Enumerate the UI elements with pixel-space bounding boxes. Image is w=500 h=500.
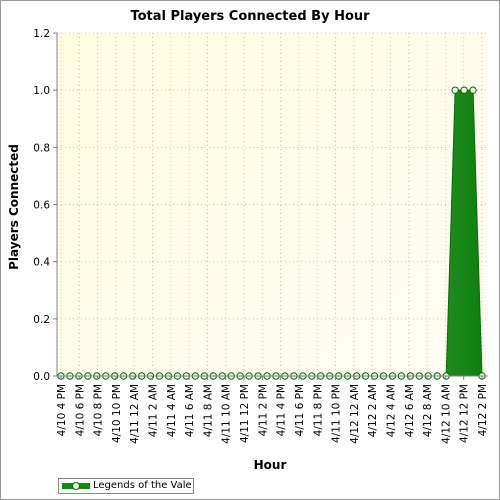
- x-tick-label: 4/12 10 AM: [440, 384, 452, 444]
- x-tick-label: 4/11 12 PM: [239, 384, 251, 443]
- y-tick-label: 0.0: [33, 371, 50, 383]
- y-tick-label: 1.2: [33, 28, 50, 40]
- plot-background: [57, 33, 488, 376]
- x-tick-label: 4/10 8 PM: [93, 384, 105, 436]
- data-point: [451, 86, 459, 94]
- x-tick-label: 4/12 12 PM: [459, 384, 471, 443]
- x-tick-label: 4/11 12 AM: [129, 384, 141, 444]
- x-tick-label: 4/11 8 PM: [312, 384, 324, 436]
- x-tick-label: 4/11 10 PM: [331, 384, 343, 443]
- x-tick-label: 4/12 2 PM: [477, 384, 489, 436]
- legend-label: Legends of the Vale: [93, 480, 192, 491]
- y-tick-label: 0.2: [33, 314, 50, 326]
- x-tick-label: 4/10 4 PM: [56, 384, 68, 436]
- x-tick-label: 4/11 6 PM: [294, 384, 306, 436]
- legend-swatch: [62, 482, 90, 490]
- x-tick-label: 4/11 2 PM: [257, 384, 269, 436]
- x-tick-label: 4/11 6 AM: [184, 384, 196, 437]
- y-tick-label: 0.6: [33, 200, 50, 212]
- data-point: [469, 86, 477, 94]
- x-tick-label: 4/12 4 AM: [385, 384, 397, 437]
- x-tick-label: 4/11 8 AM: [202, 384, 214, 437]
- y-tick-label: 0.8: [33, 142, 50, 154]
- x-tick-label: 4/10 10 PM: [111, 384, 123, 443]
- x-tick-label: 4/12 2 AM: [367, 384, 379, 437]
- y-tick-label: 0.4: [33, 257, 50, 269]
- x-tick-label: 4/10 6 PM: [74, 384, 86, 436]
- y-tick-label: 1.0: [33, 85, 50, 97]
- x-tick-label: 4/11 4 PM: [276, 384, 288, 436]
- chart-title: Total Players Connected By Hour: [130, 9, 370, 24]
- x-tick-label: 4/12 12 AM: [349, 384, 361, 444]
- data-point: [460, 86, 468, 94]
- x-axis-label: Hour: [253, 458, 287, 472]
- x-tick-label: 4/11 10 AM: [221, 384, 233, 444]
- legend: Legends of the Vale: [58, 478, 194, 494]
- x-tick-label: 4/12 8 AM: [422, 384, 434, 437]
- x-tick-label: 4/11 4 AM: [166, 384, 178, 437]
- x-tick-label: 4/12 6 AM: [404, 384, 416, 437]
- x-tick-label: 4/11 2 AM: [148, 384, 160, 437]
